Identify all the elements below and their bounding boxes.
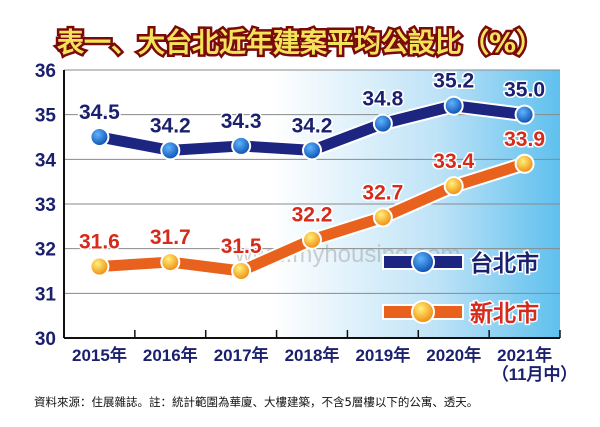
- x-tick-label: 2016年: [143, 345, 198, 365]
- legend-item-new-taipei: 新北市: [382, 299, 541, 329]
- legend-marker: [411, 300, 435, 324]
- legend-label: 台北市: [470, 250, 539, 277]
- y-tick-label: 31: [35, 284, 57, 305]
- y-tick-label: 33: [35, 195, 56, 216]
- x-tick-label: 2019年: [355, 345, 410, 365]
- data-label: 34.2: [292, 114, 333, 137]
- data-point: [89, 256, 110, 277]
- data-point: [372, 113, 393, 134]
- x-tick-label: 2020年: [426, 345, 481, 365]
- data-point: [302, 229, 322, 250]
- legend-item-taipei: 台北市: [382, 249, 541, 279]
- data-label: 34.3: [221, 110, 262, 133]
- y-tick-label: 35: [35, 106, 57, 127]
- series-taipei: 34.5 34.2 34.3 34.2 34.8 35.2 35.0: [77, 68, 547, 161]
- legend-marker: [411, 250, 435, 274]
- legend-label: 新北市: [470, 300, 539, 327]
- data-point: [160, 140, 181, 161]
- data-label: 34.2: [150, 114, 191, 137]
- data-point: [372, 207, 393, 228]
- y-tick-label: 34: [35, 150, 57, 171]
- series-new-taipei: 31.6 31.7 31.5 32.2 32.7 33.4 33.9: [77, 126, 547, 281]
- data-label: 35.0: [504, 79, 545, 102]
- data-label: 33.4: [433, 150, 474, 173]
- chart-title: 表一、大台北近年建案平均公設比（%）: [57, 27, 543, 59]
- data-label: 34.8: [362, 88, 403, 111]
- data-label: 31.7: [150, 226, 191, 249]
- data-point: [160, 252, 181, 273]
- data-label: 34.5: [79, 101, 120, 124]
- x-tick-label: 2018年: [285, 345, 340, 365]
- y-tick-label: 36: [35, 61, 56, 82]
- data-point: [514, 104, 535, 125]
- data-label: 33.9: [504, 128, 545, 151]
- data-point: [443, 176, 464, 197]
- y-tick-label: 30: [35, 329, 56, 350]
- data-point: [89, 127, 110, 147]
- x-tick-label: 2017年: [214, 345, 269, 365]
- x-tick-label: 2015年: [72, 345, 127, 365]
- data-label: 31.6: [79, 231, 120, 254]
- data-point: [514, 153, 535, 174]
- data-label: 31.5: [221, 235, 262, 258]
- data-label: 32.7: [362, 181, 403, 204]
- x-tick-label: 2021年: [497, 345, 552, 365]
- y-tick-label: 32: [35, 240, 56, 261]
- data-label: 35.2: [433, 70, 474, 93]
- data-label: 32.2: [292, 204, 333, 227]
- x-tick-sublabel: （11月中）: [492, 364, 578, 384]
- source-note: 資料來源：住展雜誌。註：統計範圍為華廈、大樓建築，不含5層樓以下的公寓、透天。: [34, 395, 478, 409]
- data-point: [302, 140, 322, 161]
- data-point: [443, 95, 464, 116]
- data-point: [231, 261, 252, 281]
- data-point: [231, 135, 252, 156]
